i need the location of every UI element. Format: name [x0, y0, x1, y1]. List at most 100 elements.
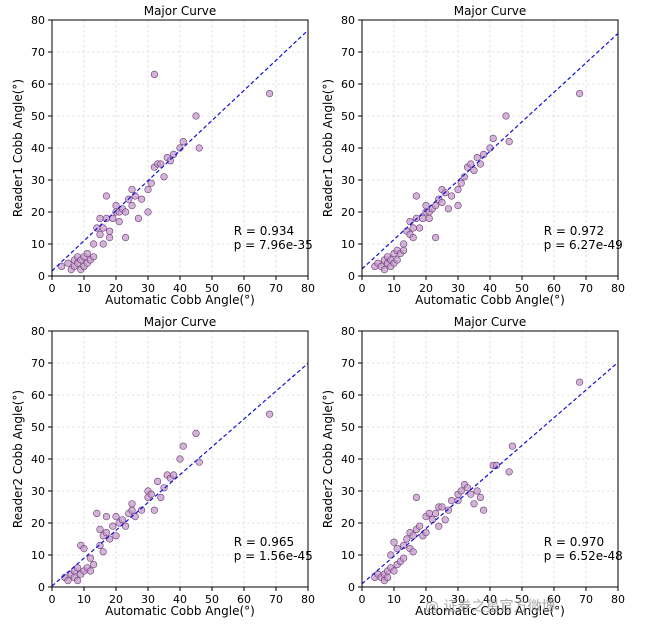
x-tick-label: 10 — [387, 282, 401, 295]
data-point — [57, 262, 66, 271]
y-tick-label: 30 — [341, 174, 355, 187]
x-tick-label: 40 — [173, 593, 187, 606]
data-point — [409, 548, 417, 556]
x-tick-label: 0 — [49, 282, 56, 295]
y-tick-label: 50 — [31, 421, 45, 434]
data-point — [195, 458, 203, 466]
y-tick-label: 10 — [341, 549, 355, 562]
data-point — [422, 202, 430, 210]
data-point — [105, 227, 114, 235]
y-axis-label: Reader2 Cobb Angle(°) — [321, 390, 335, 528]
data-point — [432, 234, 440, 242]
data-point — [102, 192, 110, 200]
data-point — [154, 477, 162, 486]
data-point — [64, 576, 72, 585]
x-axis-label: Automatic Cobb Angle(°) — [415, 293, 565, 307]
x-tick-label: 0 — [359, 593, 366, 606]
data-point — [89, 240, 98, 248]
y-tick-label: 0 — [38, 581, 45, 594]
data-point — [99, 224, 107, 232]
y-tick-label: 70 — [31, 46, 45, 59]
regression-line — [51, 29, 309, 272]
x-tick-label: 60 — [237, 282, 251, 295]
stat-r: R = 0.972 — [544, 224, 604, 238]
y-axis-label: Reader2 Cobb Angle(°) — [11, 390, 25, 528]
data-point — [400, 554, 408, 562]
data-point — [409, 224, 417, 232]
data-point — [470, 166, 478, 174]
x-tick-label: 40 — [483, 282, 497, 295]
data-point — [400, 246, 408, 254]
data-point — [150, 70, 158, 78]
data-point — [96, 525, 104, 534]
x-tick-label: 0 — [49, 593, 56, 606]
x-tick-label: 80 — [611, 282, 625, 295]
x-tick-label: 80 — [611, 593, 625, 606]
stat-p: p = 6.52e-48 — [544, 549, 623, 563]
data-point — [403, 535, 411, 543]
data-point — [96, 230, 104, 238]
data-point — [454, 186, 462, 194]
data-point — [64, 259, 72, 267]
data-point — [473, 487, 481, 495]
x-tick-label: 30 — [451, 282, 465, 295]
x-tick-label: 20 — [419, 593, 433, 606]
data-point — [105, 234, 114, 242]
data-point — [109, 522, 117, 530]
data-point — [409, 234, 417, 242]
y-tick-label: 60 — [341, 78, 355, 91]
x-tick-label: 30 — [141, 282, 155, 295]
regression-line — [51, 362, 309, 587]
x-tick-label: 50 — [205, 282, 219, 295]
data-point — [73, 576, 82, 585]
panel-bottom-left: 0 10 20 30 40 50 60 70 80 0 10 20 30 40 50 60 70 80 Major … — [11, 315, 315, 618]
data-point — [138, 506, 146, 514]
data-point — [131, 192, 139, 200]
x-tick-label: 80 — [301, 593, 315, 606]
y-tick-label: 70 — [31, 357, 45, 370]
x-tick-label: 40 — [173, 282, 187, 295]
x-tick-label: 10 — [77, 593, 91, 606]
data-point — [489, 134, 497, 142]
data-point — [387, 551, 395, 559]
x-tick-label: 20 — [109, 593, 123, 606]
x-tick-label: 70 — [579, 282, 593, 295]
data-point — [457, 487, 465, 495]
data-point — [112, 512, 120, 521]
data-point — [102, 512, 110, 521]
data-point — [112, 532, 120, 540]
data-point — [438, 503, 446, 511]
data-point — [128, 202, 136, 210]
data-point — [416, 224, 424, 232]
x-tick-label: 70 — [579, 593, 593, 606]
data-point — [102, 528, 110, 537]
data-point — [412, 493, 421, 502]
data-point — [128, 500, 136, 508]
data-point — [428, 516, 437, 524]
x-tick-label: 70 — [269, 282, 283, 295]
x-tick-label: 60 — [547, 593, 561, 606]
data-point — [476, 493, 485, 502]
y-tick-label: 60 — [31, 78, 45, 91]
y-tick-label: 30 — [31, 485, 45, 498]
y-tick-label: 30 — [341, 485, 355, 498]
data-point — [105, 535, 114, 543]
chart-title: Major Curve — [144, 315, 217, 329]
data-point — [170, 150, 178, 158]
x-tick-label: 50 — [515, 282, 529, 295]
data-point — [144, 186, 152, 194]
data-point — [86, 567, 94, 575]
data-point — [131, 512, 139, 521]
data-point — [102, 214, 110, 222]
panel-top-left: 0 10 20 30 40 50 60 70 80 0 10 20 30 40 50 60 70 80 Major … — [11, 4, 315, 307]
x-tick-label: 0 — [359, 282, 366, 295]
y-tick-label: 10 — [31, 238, 45, 251]
data-point — [89, 253, 98, 261]
data-point — [502, 112, 510, 120]
y-axis-label: Reader1 Cobb Angle(°) — [321, 79, 335, 217]
y-tick-label: 50 — [341, 110, 355, 123]
data-point — [384, 573, 392, 582]
data-point — [192, 429, 200, 438]
data-point — [422, 528, 430, 537]
data-point — [83, 250, 91, 258]
